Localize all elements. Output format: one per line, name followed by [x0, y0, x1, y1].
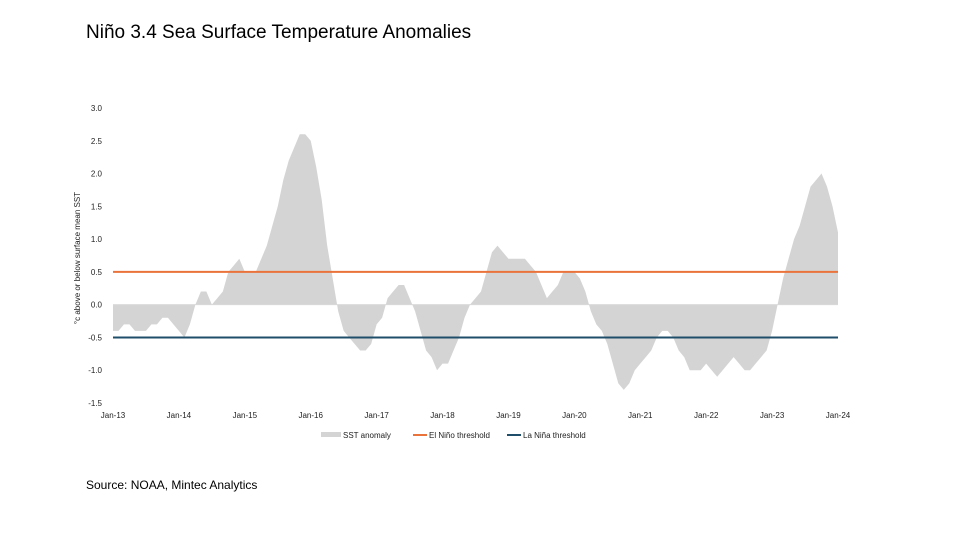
- legend-sst-anomaly-label: SST anomaly: [343, 431, 391, 440]
- y-tick-label: -0.5: [88, 333, 102, 342]
- x-tick-label: Jan-20: [562, 411, 587, 420]
- x-tick-label: Jan-23: [760, 411, 785, 420]
- y-tick-label: 1.5: [91, 202, 103, 211]
- y-tick-label: -1.5: [88, 399, 102, 408]
- y-tick-label: 2.0: [91, 170, 103, 179]
- legend-la-nina-label: La Niña threshold: [523, 431, 586, 440]
- x-tick-label: Jan-24: [826, 411, 851, 420]
- y-tick-label: 1.0: [91, 235, 103, 244]
- source-note: Source: NOAA, Mintec Analytics: [86, 478, 258, 492]
- x-tick-label: Jan-13: [101, 411, 126, 420]
- y-tick-label: 2.5: [91, 137, 103, 146]
- x-tick-label: Jan-17: [364, 411, 389, 420]
- plot-area: [113, 134, 838, 390]
- legend: SST anomaly El Niño threshold La Niña thre…: [321, 431, 586, 440]
- chart-title: Niño 3.4 Sea Surface Temperature Anomali…: [86, 22, 472, 43]
- x-tick-label: Jan-22: [694, 411, 719, 420]
- y-axis-ticks: 3.0 2.5 2.0 1.5 1.0 0.5 0.0 -0.5 -1.0 -1.5: [88, 104, 102, 408]
- y-tick-label: -1.0: [88, 366, 102, 375]
- x-tick-label: Jan-15: [233, 411, 258, 420]
- y-axis-label: °c above or below surface mean SST: [73, 192, 82, 324]
- legend-el-nino-label: El Niño threshold: [429, 431, 490, 440]
- legend-sst-anomaly-swatch: [321, 432, 341, 437]
- x-tick-label: Jan-16: [298, 411, 323, 420]
- x-tick-label: Jan-18: [430, 411, 455, 420]
- x-axis-ticks: Jan-13 Jan-14 Jan-15 Jan-16 Jan-17 Jan-18 Jan-…: [101, 411, 851, 420]
- sst-anomaly-area: [113, 134, 838, 390]
- x-tick-label: Jan-21: [628, 411, 653, 420]
- x-tick-label: Jan-14: [167, 411, 192, 420]
- x-tick-label: Jan-19: [496, 411, 521, 420]
- y-tick-label: 3.0: [91, 104, 103, 113]
- y-tick-label: 0.5: [91, 268, 103, 277]
- y-tick-label: 0.0: [91, 301, 103, 310]
